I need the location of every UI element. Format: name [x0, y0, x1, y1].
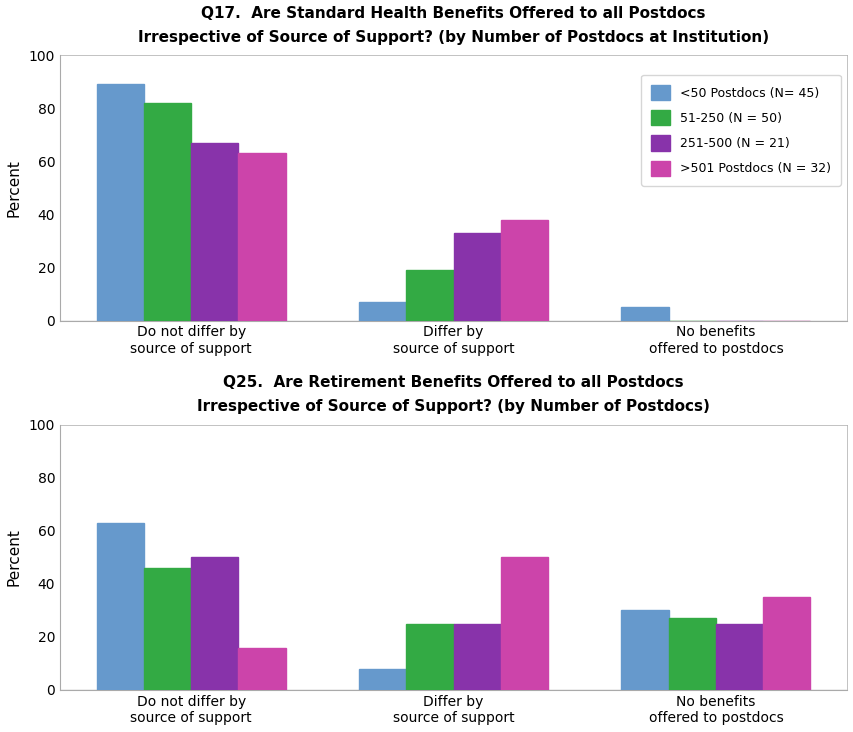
Bar — [500, 220, 548, 321]
Bar — [406, 270, 453, 321]
Bar — [359, 302, 406, 321]
Bar — [96, 84, 144, 321]
Bar — [96, 523, 144, 690]
Bar — [621, 307, 668, 321]
Text: Irrespective of Source of Support? (by Number of Postdocs): Irrespective of Source of Support? (by N… — [197, 399, 709, 414]
Bar — [621, 610, 668, 690]
Bar — [668, 619, 715, 690]
Bar — [191, 557, 238, 690]
Bar — [144, 103, 191, 321]
Bar — [500, 557, 548, 690]
Bar — [453, 624, 500, 690]
Bar — [144, 568, 191, 690]
Y-axis label: Percent: Percent — [7, 159, 22, 217]
Bar — [406, 624, 453, 690]
Bar — [238, 648, 286, 690]
Bar — [359, 669, 406, 690]
Text: Q25.  Are Retirement Benefits Offered to all Postdocs: Q25. Are Retirement Benefits Offered to … — [223, 376, 683, 390]
Bar — [191, 143, 238, 321]
Legend: <50 Postdocs (N= 45), 51-250 (N = 50), 251-500 (N = 21), >501 Postdocs (N = 32): <50 Postdocs (N= 45), 51-250 (N = 50), 2… — [641, 75, 840, 186]
Bar — [763, 597, 809, 690]
Bar — [715, 624, 763, 690]
Y-axis label: Percent: Percent — [7, 529, 22, 586]
Bar — [453, 233, 500, 321]
Text: Q17.  Are Standard Health Benefits Offered to all Postdocs: Q17. Are Standard Health Benefits Offere… — [201, 6, 705, 20]
Text: Irrespective of Source of Support? (by Number of Postdocs at Institution): Irrespective of Source of Support? (by N… — [138, 29, 769, 45]
Bar — [238, 154, 286, 321]
